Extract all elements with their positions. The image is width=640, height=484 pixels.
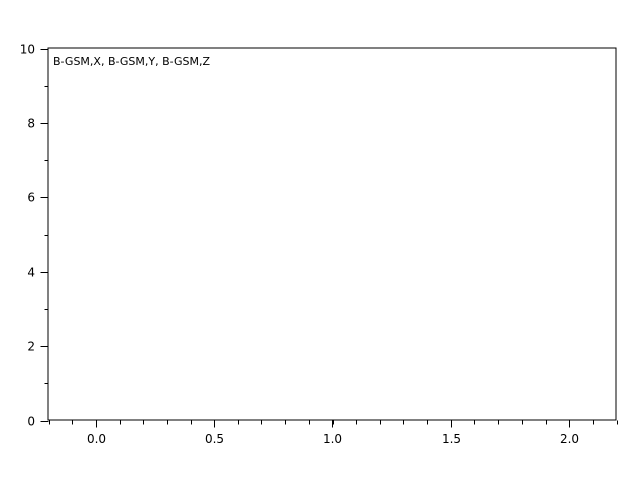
x-tick-label: 0.5: [205, 432, 224, 446]
legend-text: B-GSM,X, B-GSM,Y, B-GSM,Z: [53, 55, 210, 68]
x-tick-label: 1.5: [442, 432, 461, 446]
y-tick-label: 4: [27, 266, 35, 280]
y-tick-label: 2: [27, 340, 35, 354]
x-tick-label: 1.0: [323, 432, 342, 446]
y-tick-label: 0: [27, 415, 35, 429]
y-tick-label: 6: [27, 191, 35, 205]
x-tick-label: 0.0: [87, 432, 106, 446]
plot-area: [47, 47, 617, 421]
y-tick-label: 8: [27, 117, 35, 131]
y-tick-label: 10: [20, 43, 35, 57]
x-tick-label: 2.0: [560, 432, 579, 446]
